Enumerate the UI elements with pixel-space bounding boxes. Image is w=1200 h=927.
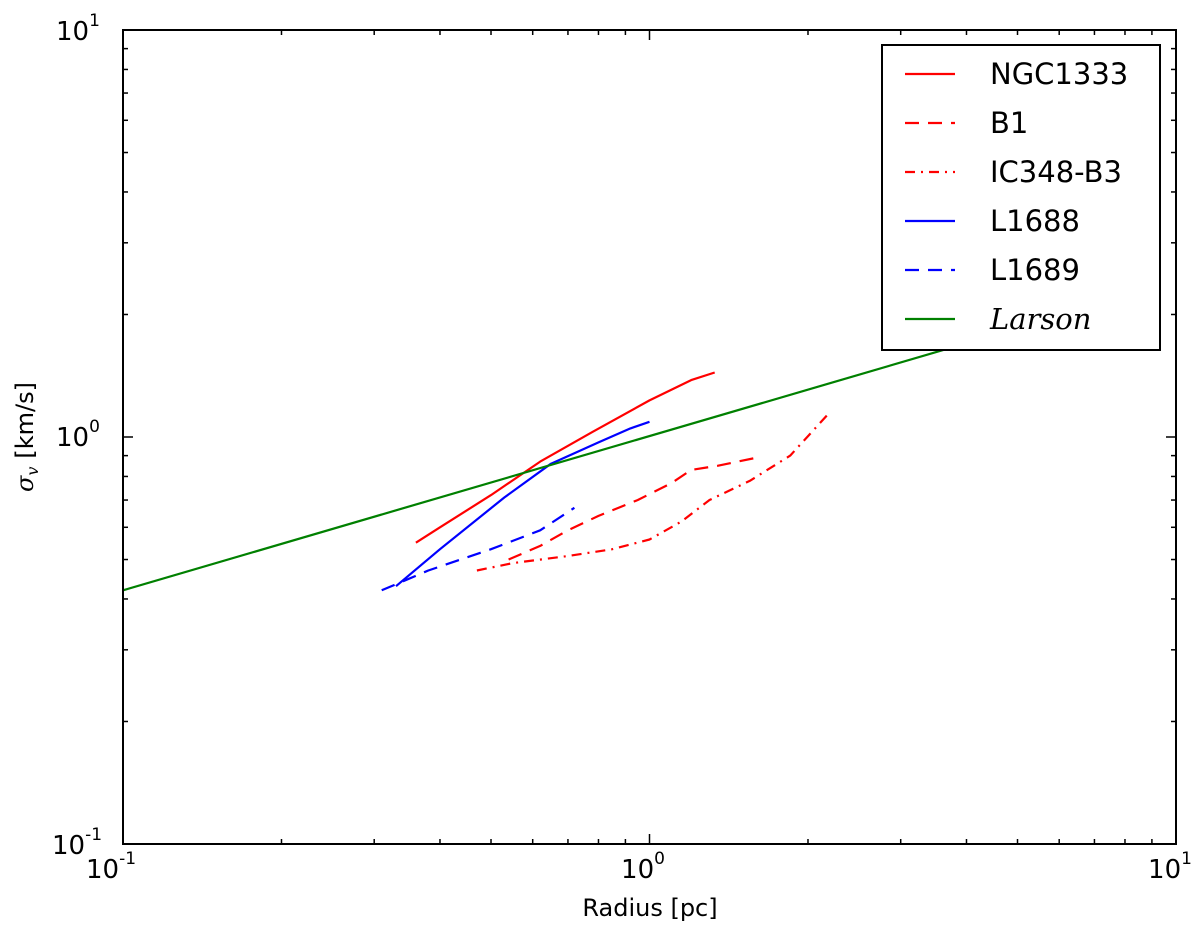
series-line-ngc1333: [415, 371, 716, 544]
series-line-l1688: [395, 420, 650, 588]
legend-label-0: NGC1333: [990, 57, 1128, 91]
series-line-ic348-b3: [476, 411, 831, 572]
y-tick-label-2: 101: [56, 11, 100, 47]
series-line-larson: [123, 342, 967, 592]
y-tick-label-0: 10-1: [52, 825, 102, 861]
legend: NGC1333 B1 IC348-B3 L1688 L1689 Larson: [881, 44, 1161, 351]
legend-label-2: IC348-B3: [990, 155, 1122, 189]
legend-label-3: L1688: [990, 204, 1080, 238]
y-axis-label: σv[km/s]: [11, 382, 42, 492]
x-tick-label-1: 100: [621, 849, 665, 885]
legend-entries: NGC1333 B1 IC348-B3 L1688 L1689 Larson: [905, 57, 1128, 336]
series-layer: [123, 342, 967, 592]
legend-box: [881, 44, 1161, 351]
series-line-b1: [508, 456, 758, 561]
legend-label-1: B1: [990, 106, 1028, 140]
x-tick-label-0: 10-1: [86, 849, 136, 885]
y-tick-label-1: 100: [56, 417, 100, 453]
plot-frame: [122, 29, 1177, 845]
x-axis-label: Radius [pc]: [582, 894, 717, 922]
legend-label-5: Larson: [989, 302, 1091, 336]
legend-label-4: L1689: [990, 253, 1080, 287]
series-line-l1689: [381, 506, 576, 592]
x-tick-label-2: 101: [1148, 849, 1192, 885]
